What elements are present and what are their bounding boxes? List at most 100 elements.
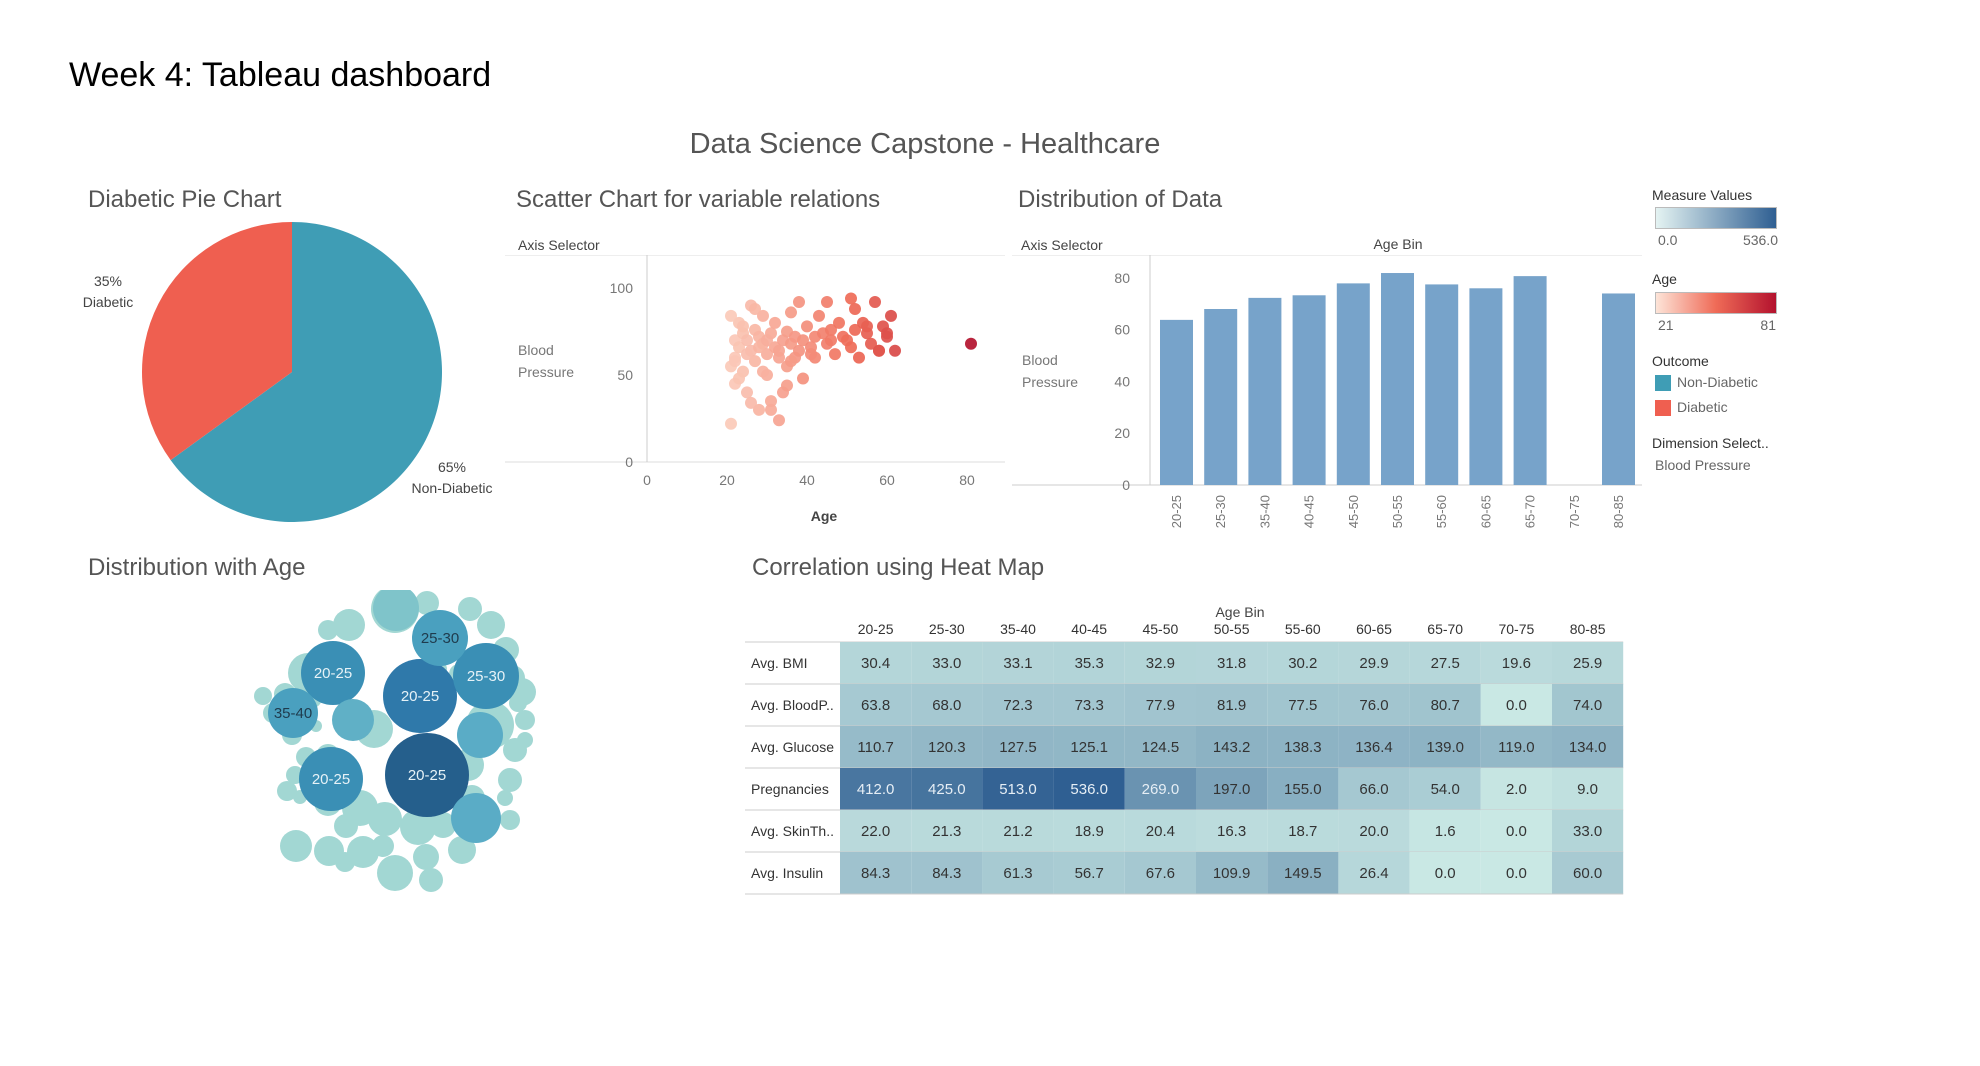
bar-65-70[interactable] xyxy=(1513,276,1547,485)
heatmap-cell[interactable] xyxy=(1196,642,1268,684)
heatmap-cell[interactable] xyxy=(840,726,912,768)
bubble[interactable] xyxy=(377,855,413,891)
bubble[interactable] xyxy=(498,768,522,792)
bubble[interactable] xyxy=(333,609,365,641)
scatter-point[interactable] xyxy=(745,396,757,409)
heatmap-cell[interactable] xyxy=(1124,684,1196,726)
scatter-point[interactable] xyxy=(793,344,805,357)
heatmap-cell[interactable] xyxy=(911,810,983,852)
heatmap-cell[interactable] xyxy=(1552,852,1624,894)
scatter-point[interactable] xyxy=(785,355,797,368)
bubble[interactable] xyxy=(332,699,374,741)
bubble-20-25[interactable] xyxy=(301,641,365,705)
heatmap-cell[interactable] xyxy=(1480,768,1552,810)
scatter-point[interactable] xyxy=(729,355,741,368)
scatter-point[interactable] xyxy=(861,320,873,333)
scatter-point[interactable] xyxy=(761,334,773,347)
bubble[interactable] xyxy=(372,835,394,857)
bubble[interactable] xyxy=(457,712,503,758)
scatter-point[interactable] xyxy=(765,395,777,408)
scatter-point[interactable] xyxy=(741,348,753,361)
heatmap-cell[interactable] xyxy=(1267,810,1339,852)
scatter-point[interactable] xyxy=(749,355,761,368)
scatter-point[interactable] xyxy=(825,323,837,336)
bubble[interactable] xyxy=(373,590,419,631)
heatmap-cell[interactable] xyxy=(1124,810,1196,852)
heatmap-cell[interactable] xyxy=(1053,726,1125,768)
heatmap-cell[interactable] xyxy=(982,726,1054,768)
heatmap-cell[interactable] xyxy=(1480,642,1552,684)
bubble-25-30[interactable] xyxy=(412,610,468,666)
pie-slice-non-diabetic[interactable] xyxy=(170,222,442,522)
heatmap-cell[interactable] xyxy=(1409,684,1481,726)
scatter-point[interactable] xyxy=(733,341,745,354)
heatmap-cell[interactable] xyxy=(911,642,983,684)
bubble[interactable] xyxy=(419,868,443,892)
heatmap-cell[interactable] xyxy=(911,768,983,810)
scatter-point[interactable] xyxy=(869,296,881,308)
heatmap-cell[interactable] xyxy=(840,810,912,852)
heatmap-cell[interactable] xyxy=(982,852,1054,894)
bar-25-30[interactable] xyxy=(1204,309,1238,485)
heatmap-cell[interactable] xyxy=(1338,768,1410,810)
heatmap-cell[interactable] xyxy=(911,684,983,726)
scatter-point[interactable] xyxy=(825,334,837,347)
heatmap-cell[interactable] xyxy=(1267,642,1339,684)
scatter-point[interactable] xyxy=(773,344,785,357)
scatter-axis-selector[interactable]: Axis Selector xyxy=(518,237,600,253)
heatmap-cell[interactable] xyxy=(1552,684,1624,726)
heatmap-cell[interactable] xyxy=(1267,684,1339,726)
heatmap-cell[interactable] xyxy=(982,768,1054,810)
bar-40-45[interactable] xyxy=(1292,295,1326,485)
bubble[interactable] xyxy=(254,687,272,705)
heatmap-cell[interactable] xyxy=(1338,642,1410,684)
heatmap-cell[interactable] xyxy=(1124,726,1196,768)
bubble-35-40[interactable] xyxy=(268,688,318,738)
scatter-point[interactable] xyxy=(753,341,765,354)
scatter-point[interactable] xyxy=(757,309,769,322)
heatmap-cell[interactable] xyxy=(911,726,983,768)
bar-35-40[interactable] xyxy=(1248,297,1282,485)
scatter-point[interactable] xyxy=(829,348,841,361)
heatmap-cell[interactable] xyxy=(1124,852,1196,894)
bar-50-55[interactable] xyxy=(1381,273,1414,485)
scatter-point[interactable] xyxy=(741,334,753,347)
scatter-point[interactable] xyxy=(833,316,845,329)
scatter-point[interactable] xyxy=(845,341,857,354)
heatmap-cell[interactable] xyxy=(1409,810,1481,852)
heatmap-cell[interactable] xyxy=(1124,642,1196,684)
legend-outcome-diabetic[interactable]: Diabetic xyxy=(1655,399,1728,417)
heatmap-cell[interactable] xyxy=(1480,684,1552,726)
heatmap-cell[interactable] xyxy=(1409,642,1481,684)
bar-80-85[interactable] xyxy=(1602,293,1635,485)
bubble[interactable] xyxy=(335,852,355,872)
heatmap-cell[interactable] xyxy=(1480,810,1552,852)
bubble[interactable] xyxy=(277,781,297,801)
scatter-point[interactable] xyxy=(821,296,833,308)
scatter-point[interactable] xyxy=(765,403,777,416)
heatmap-cell[interactable] xyxy=(1552,642,1624,684)
heatmap-cell[interactable] xyxy=(1409,852,1481,894)
heatmap-cell[interactable] xyxy=(982,810,1054,852)
heatmap-cell[interactable] xyxy=(1409,768,1481,810)
bubble[interactable] xyxy=(448,836,476,864)
bubble[interactable] xyxy=(430,812,456,838)
scatter-point[interactable] xyxy=(805,348,817,361)
heatmap-cell[interactable] xyxy=(840,768,912,810)
heatmap-cell[interactable] xyxy=(1196,684,1268,726)
scatter-point[interactable] xyxy=(785,306,797,319)
scatter-point[interactable] xyxy=(753,403,765,416)
scatter-point[interactable] xyxy=(849,323,861,336)
bubble-20-25[interactable] xyxy=(299,747,363,811)
scatter-point[interactable] xyxy=(873,344,885,357)
bubble-25-30[interactable] xyxy=(453,643,519,709)
heatmap-cell[interactable] xyxy=(1267,852,1339,894)
bar-20-25[interactable] xyxy=(1160,319,1193,485)
bubble[interactable] xyxy=(400,809,436,845)
scatter-point[interactable] xyxy=(741,386,753,399)
scatter-point[interactable] xyxy=(781,379,793,392)
bar-60-65[interactable] xyxy=(1469,288,1503,485)
scatter-point[interactable] xyxy=(757,365,769,378)
heatmap-cell[interactable] xyxy=(840,642,912,684)
heatmap-cell[interactable] xyxy=(1338,684,1410,726)
